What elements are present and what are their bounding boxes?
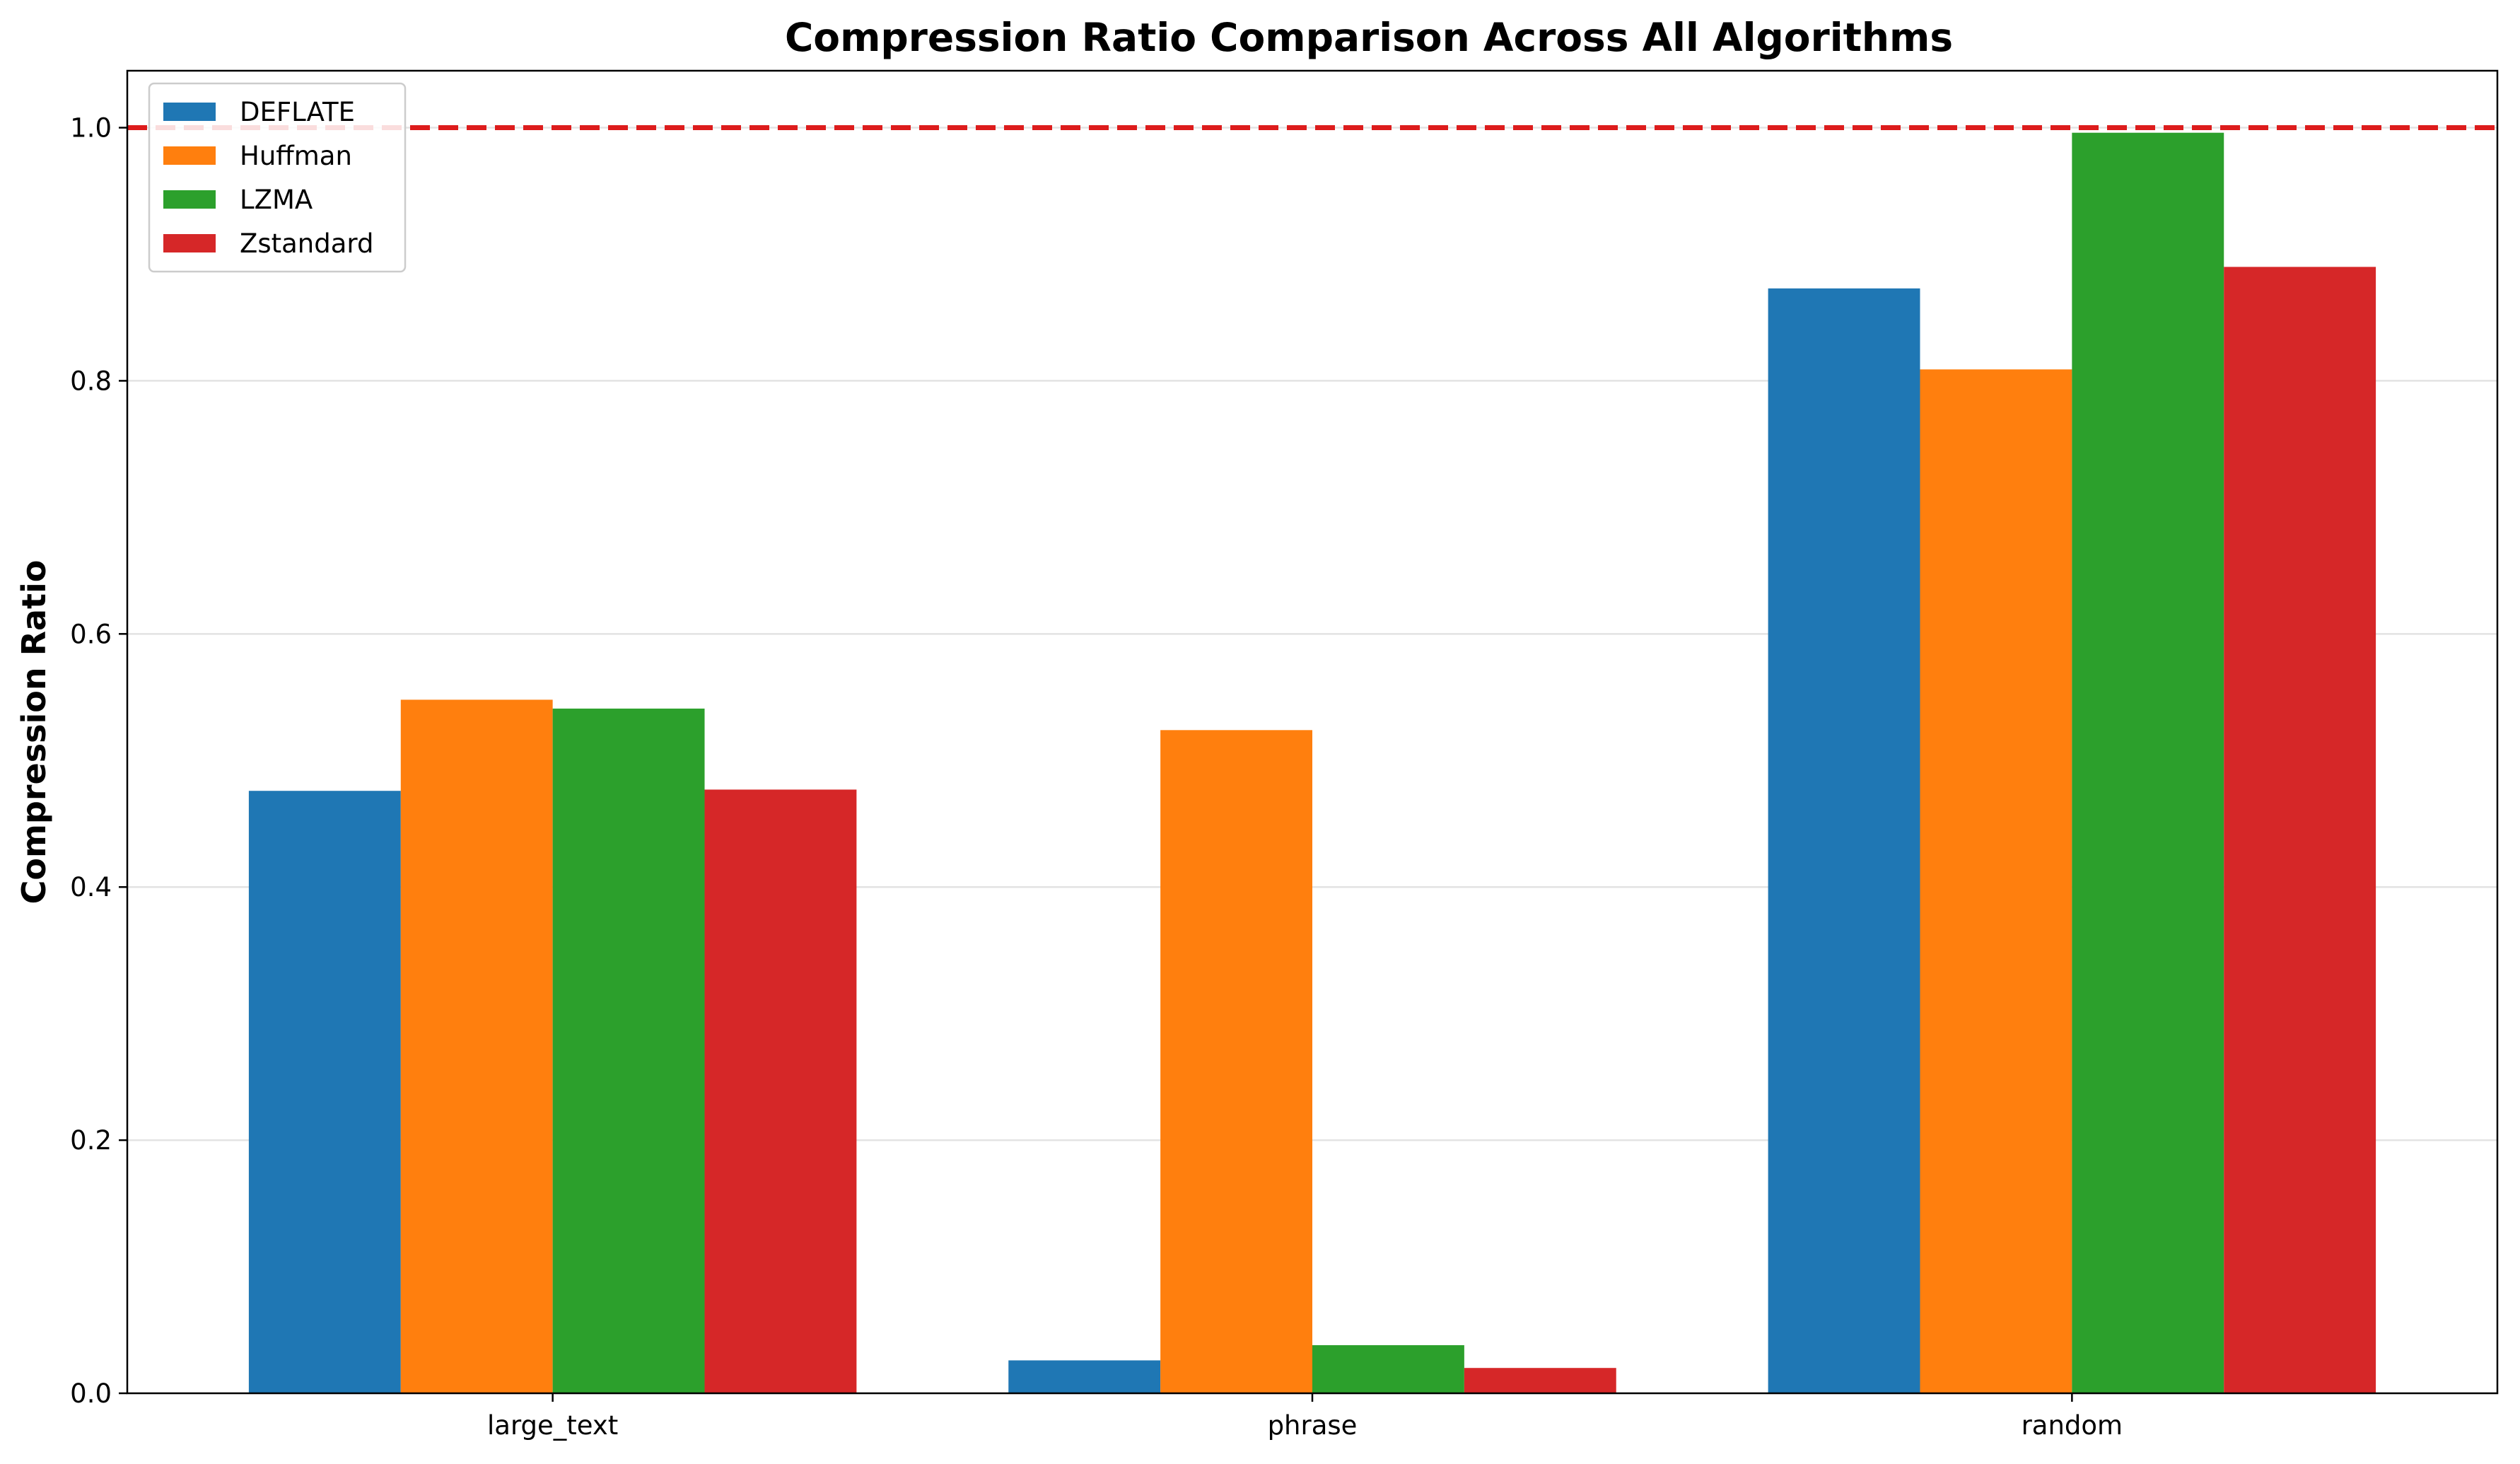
x-ticks: large_text phrase random: [487, 1393, 2123, 1441]
chart-title: Compression Ratio Comparison Across All …: [785, 15, 1953, 60]
y-tick-label-0: 0.0: [70, 1378, 112, 1409]
bars: [248, 132, 2376, 1394]
y-ticks: 0.0 0.2 0.4 0.6 0.8 1.0: [70, 113, 127, 1409]
bar-lzma-large_text: [552, 708, 705, 1393]
legend-label-deflate: DEFLATE: [240, 97, 355, 127]
legend-swatch-deflate: [163, 103, 216, 121]
x-tick-label-phrase: phrase: [1268, 1410, 1358, 1441]
y-tick-label-3: 0.6: [70, 619, 112, 649]
bar-huffman-phrase: [1160, 730, 1312, 1393]
legend-label-lzma: LZMA: [240, 185, 313, 215]
legend: DEFLATE Huffman LZMA Zstandard: [148, 82, 407, 273]
x-tick-label-random: random: [2022, 1410, 2123, 1441]
bar-zstandard-large_text: [704, 789, 857, 1393]
bar-huffman-large_text: [400, 699, 553, 1393]
bar-deflate-random: [1768, 288, 1920, 1394]
y-tick-label-1: 0.2: [70, 1125, 112, 1156]
legend-label-zstandard: Zstandard: [240, 228, 373, 259]
legend-swatch-huffman: [163, 146, 216, 165]
legend-swatch-lzma: [163, 190, 216, 209]
legend-box: [148, 82, 407, 273]
y-tick-label-4: 0.8: [70, 366, 112, 396]
legend-swatch-zstandard: [163, 234, 216, 252]
y-tick-label-5: 1.0: [70, 113, 112, 144]
bar-zstandard-phrase: [1464, 1368, 1616, 1393]
bar-deflate-phrase: [1008, 1360, 1161, 1393]
y-tick-label-2: 0.4: [70, 872, 112, 902]
legend-label-huffman: Huffman: [240, 141, 352, 171]
bar-huffman-random: [1920, 369, 2072, 1393]
x-tick-label-large_text: large_text: [487, 1410, 618, 1441]
bar-deflate-large_text: [248, 791, 401, 1393]
bar-lzma-random: [2072, 132, 2224, 1393]
y-axis-title: Compression Ratio: [15, 560, 53, 905]
bar-zstandard-random: [2224, 267, 2376, 1393]
bar-lzma-phrase: [1312, 1345, 1464, 1393]
